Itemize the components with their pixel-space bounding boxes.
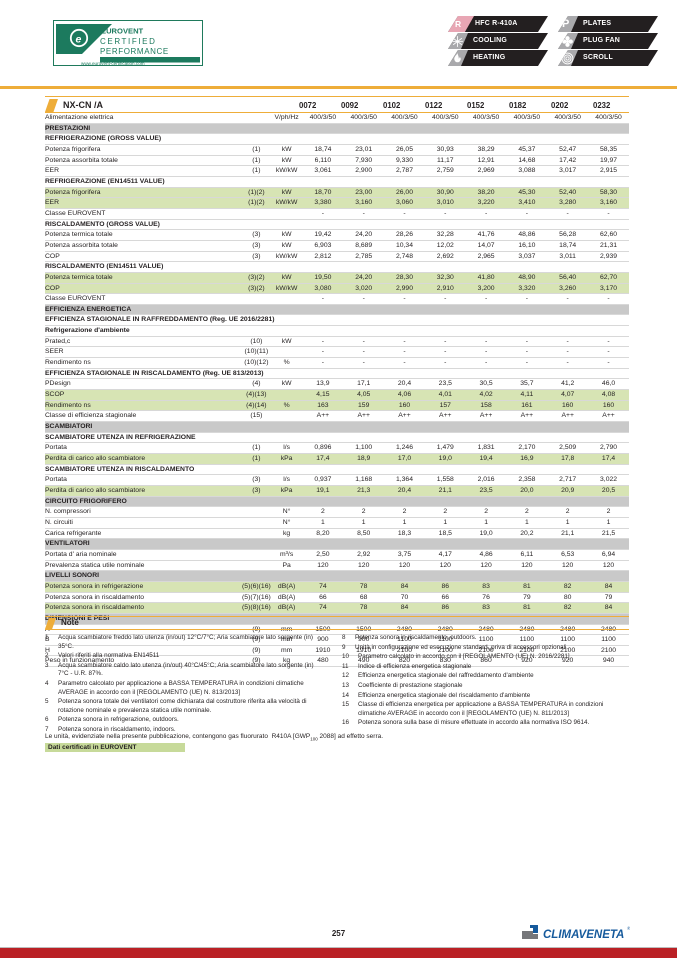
- svg-text:CLIMAVENETA: CLIMAVENETA: [543, 929, 624, 941]
- svg-text:®: ®: [627, 925, 630, 931]
